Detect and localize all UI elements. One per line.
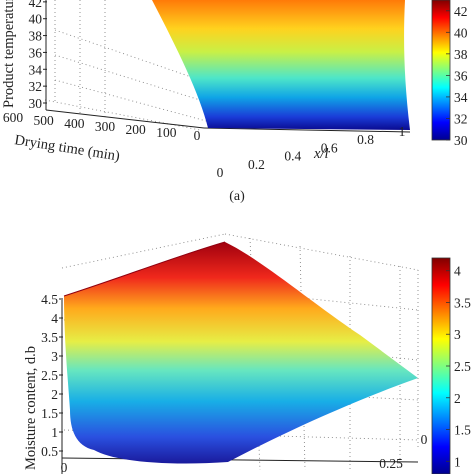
panel-a-x-ticks: 0 0.2 0.4 0.6 0.8 1 (217, 124, 406, 180)
panel-a-colorbar-ticks: 30 32 34 36 38 40 42 (446, 4, 468, 148)
panel-b-z-tick-label: 1 (51, 425, 58, 440)
panel-b-surface-edge (63, 241, 226, 297)
panel-a-colorbar-tick-label: 38 (454, 47, 468, 62)
panel-a-colorbar (431, 0, 451, 141)
panel-a-grid (44, 0, 211, 131)
panel-a-ylabel: Drying time (min) (13, 132, 121, 164)
panel-a-x-tick-label: 1 (399, 124, 406, 139)
panel-a-colorbar-tick-label: 30 (454, 133, 468, 148)
panel-b-z-tick-label: 4.5 (41, 292, 58, 307)
panel-a-z-tick-label: 32 (29, 79, 43, 94)
panel-b-colorbar-tick-label: 3 (454, 327, 461, 342)
panel-a-y-tick-label: 600 (3, 110, 24, 125)
panel-a-z-tick-label: 36 (29, 45, 43, 60)
panel-b-colorbar-tick-label: 4 (454, 264, 461, 279)
panel-b-colorbar-tick-label: 1.5 (454, 423, 471, 438)
panel-b-colorbar-tick-label: 2.5 (454, 359, 471, 374)
panel-a-y-tick-label: 300 (95, 119, 116, 134)
panel-a-x-tick-label: 0.6 (321, 140, 338, 155)
panel-b-z-tick-label: 3.5 (41, 330, 58, 345)
panel-a-x-tick-label: 0.8 (357, 132, 374, 147)
panel-b-colorbar-tick-label: 3.5 (454, 295, 471, 310)
panel-a-z-tick-label: 30 (29, 96, 43, 111)
panel-a-z-tick-label: 34 (29, 62, 43, 77)
panel-b-y-tick-label: 0 (61, 460, 68, 474)
panel-a-colorbar-tick-label: 34 (454, 90, 468, 105)
panel-b-z-tick-label: 4 (51, 311, 58, 326)
panel-a-zlabel: Product temperature (1, 0, 17, 108)
panel-a-surface (152, 0, 410, 130)
panel-b-axes (61, 300, 419, 474)
panel-b-z-ticks: 0.5 1 1.5 2 2.5 3 3.5 4 4.5 (41, 292, 63, 459)
panel-a-colorbar-tick-label: 36 (454, 68, 468, 83)
panel-a-colorbar-tick-label: 40 (454, 25, 468, 40)
panel-b-colorbar-tick-label: 1 (454, 454, 461, 469)
panel-b-colorbar-ticks: 1 1.5 2 2.5 3 3.5 4 (446, 264, 471, 469)
panel-a-y-tick-label: 0 (194, 128, 201, 143)
panel-b-z-tick-label: 2 (51, 387, 58, 402)
panel-a-colorbar-tick-label: 42 (454, 4, 468, 19)
panel-b-z-tick-label: 0.5 (41, 444, 58, 459)
panel-b-z-tick-label: 1.5 (41, 406, 58, 421)
panel-a-y-tick-label: 100 (156, 125, 177, 140)
panel-b-colorbar-tick-label: 2 (454, 391, 461, 406)
panel-a-y-tick-label: 200 (126, 122, 147, 137)
panel-b-y-ticks: 0 (61, 460, 68, 474)
panel-a-x-tick-label: 0.2 (248, 157, 265, 172)
panel-a-y-tick-label: 400 (64, 116, 85, 131)
panel-b-z-tick-label: 2.5 (41, 368, 58, 383)
panel-b-surface (64, 242, 418, 464)
panel-a-z-tick-label: 38 (29, 29, 43, 44)
panel-b-x-ticks: 00.25 (379, 432, 427, 471)
panel-b-x-tick-label: 0 (421, 432, 428, 447)
panel-b-z-tick-label: 3 (51, 349, 58, 364)
panel-b-x-tick-label: 0.25 (379, 456, 403, 471)
panel-a-xlabel: x/l (313, 146, 329, 162)
panel-b: 11.522.533.54 0.511.522.533.544.5 00.25 … (23, 233, 471, 474)
panel-a-caption: (a) (229, 189, 245, 204)
panel-a-y-ticks: 600 500 400 300 200 100 0 (3, 110, 201, 143)
panel-b-zlabel: Moisture content, d.b (23, 346, 39, 470)
panel-a-colorbar-tick-label: 32 (454, 111, 468, 126)
panel-a-z-tick-label: 42 (29, 0, 43, 10)
panel-a-x-tick-label: 0.4 (284, 149, 301, 164)
panel-a-z-tick-label: 40 (29, 12, 43, 27)
panel-a-x-tick-label: 0 (217, 165, 224, 180)
panel-a-y-tick-label: 500 (34, 113, 55, 128)
